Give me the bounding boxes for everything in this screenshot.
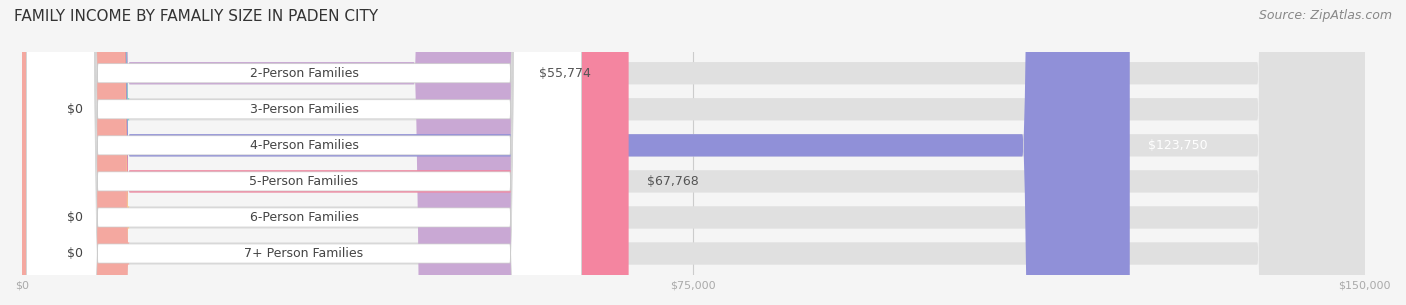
Text: 2-Person Families: 2-Person Families <box>249 67 359 80</box>
Text: $67,768: $67,768 <box>647 175 699 188</box>
Text: 6-Person Families: 6-Person Families <box>249 211 359 224</box>
FancyBboxPatch shape <box>22 0 1365 305</box>
FancyBboxPatch shape <box>27 0 582 305</box>
FancyBboxPatch shape <box>22 0 1365 305</box>
FancyBboxPatch shape <box>22 0 1365 305</box>
FancyBboxPatch shape <box>22 0 1365 305</box>
FancyBboxPatch shape <box>27 0 582 305</box>
Text: $0: $0 <box>66 211 83 224</box>
Text: 7+ Person Families: 7+ Person Families <box>245 247 364 260</box>
Text: $0: $0 <box>66 103 83 116</box>
FancyBboxPatch shape <box>22 0 1365 305</box>
Text: $0: $0 <box>66 247 83 260</box>
Text: Source: ZipAtlas.com: Source: ZipAtlas.com <box>1258 9 1392 22</box>
FancyBboxPatch shape <box>22 0 1130 305</box>
FancyBboxPatch shape <box>0 0 129 305</box>
FancyBboxPatch shape <box>27 0 582 305</box>
FancyBboxPatch shape <box>22 0 522 305</box>
Text: 3-Person Families: 3-Person Families <box>249 103 359 116</box>
Text: 4-Person Families: 4-Person Families <box>249 139 359 152</box>
Text: 5-Person Families: 5-Person Families <box>249 175 359 188</box>
FancyBboxPatch shape <box>27 0 582 305</box>
FancyBboxPatch shape <box>22 0 628 305</box>
FancyBboxPatch shape <box>27 0 582 305</box>
Text: $123,750: $123,750 <box>1147 139 1208 152</box>
FancyBboxPatch shape <box>0 0 129 305</box>
FancyBboxPatch shape <box>0 0 129 305</box>
FancyBboxPatch shape <box>27 0 582 305</box>
Text: FAMILY INCOME BY FAMALIY SIZE IN PADEN CITY: FAMILY INCOME BY FAMALIY SIZE IN PADEN C… <box>14 9 378 24</box>
Text: $55,774: $55,774 <box>538 67 591 80</box>
FancyBboxPatch shape <box>22 0 1365 305</box>
